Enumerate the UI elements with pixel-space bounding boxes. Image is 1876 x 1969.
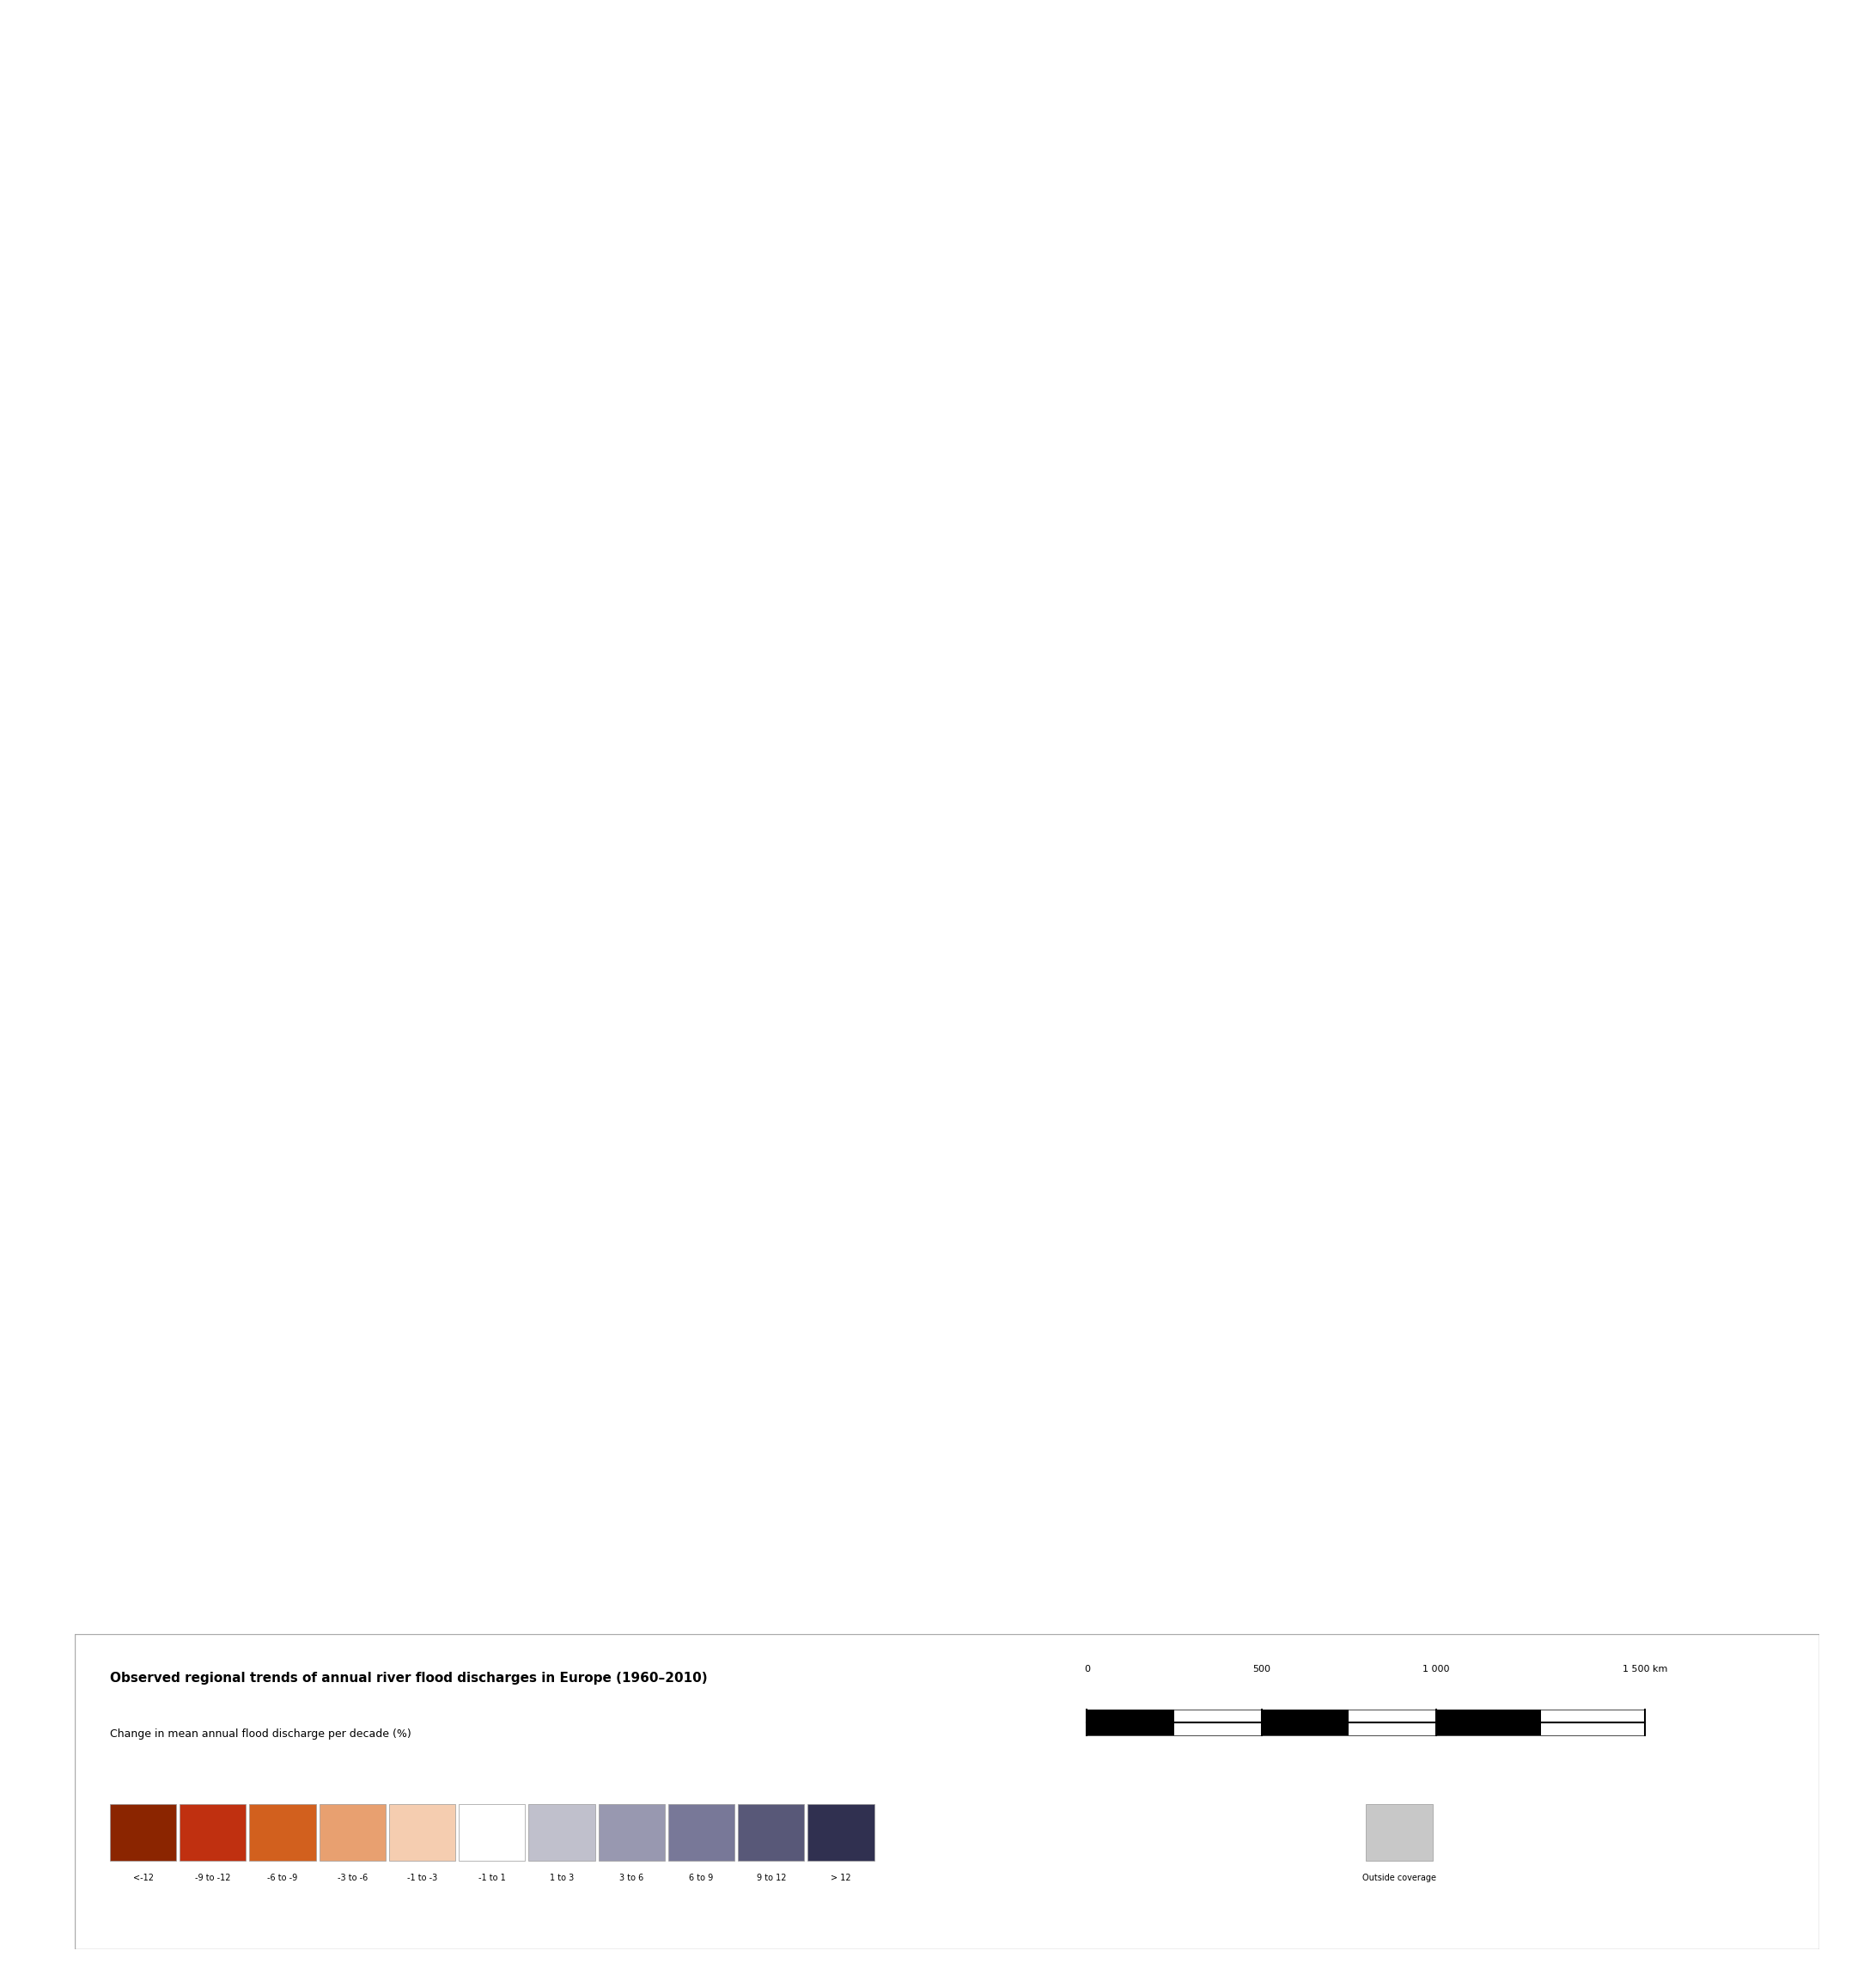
Bar (809, 1804, 874, 1861)
Text: 3 to 6: 3 to 6 (619, 1874, 643, 1882)
Bar (598, 1804, 664, 1861)
Bar (1086, 1709, 1174, 1735)
Text: Observed regional trends of annual river flood discharges in Europe (1960–2010): Observed regional trends of annual river… (111, 1672, 707, 1685)
Bar (1174, 1709, 1261, 1735)
Text: 1 500 km: 1 500 km (1623, 1666, 1668, 1674)
Bar (668, 1804, 735, 1861)
Text: -9 to -12: -9 to -12 (195, 1874, 231, 1882)
Text: 1 to 3: 1 to 3 (550, 1874, 574, 1882)
Bar (529, 1804, 595, 1861)
Text: 0: 0 (1084, 1666, 1090, 1674)
Text: -6 to -9: -6 to -9 (268, 1874, 298, 1882)
Text: -1 to 1: -1 to 1 (478, 1874, 507, 1882)
Bar (180, 1804, 246, 1861)
Text: 500: 500 (1253, 1666, 1270, 1674)
Bar (111, 1804, 176, 1861)
Bar (250, 1804, 315, 1861)
Bar (1540, 1709, 1645, 1735)
Bar (1366, 1804, 1433, 1861)
Text: <-12: <-12 (133, 1874, 154, 1882)
Bar (388, 1804, 456, 1861)
Text: 1 000: 1 000 (1422, 1666, 1450, 1674)
Bar (1435, 1709, 1540, 1735)
Bar (319, 1804, 386, 1861)
Bar (1349, 1709, 1435, 1735)
Bar (1261, 1709, 1349, 1735)
Text: > 12: > 12 (831, 1874, 852, 1882)
Bar (737, 1804, 805, 1861)
Text: 9 to 12: 9 to 12 (756, 1874, 786, 1882)
Text: -1 to -3: -1 to -3 (407, 1874, 437, 1882)
Text: Outside coverage: Outside coverage (1362, 1874, 1437, 1882)
Bar (460, 1804, 525, 1861)
Text: Change in mean annual flood discharge per decade (%): Change in mean annual flood discharge pe… (111, 1729, 411, 1741)
Text: 6 to 9: 6 to 9 (688, 1874, 713, 1882)
Text: -3 to -6: -3 to -6 (338, 1874, 368, 1882)
